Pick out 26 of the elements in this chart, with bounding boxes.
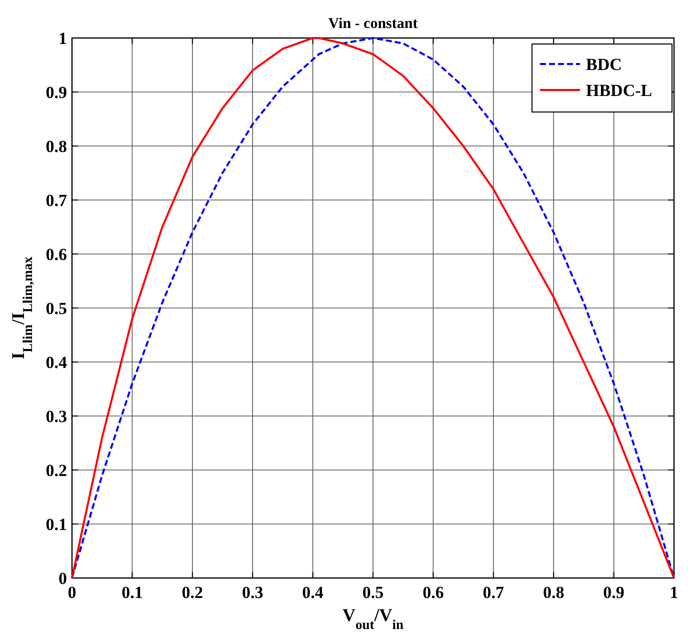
x-tick-label: 1 (670, 583, 678, 602)
x-tick-label: 0.9 (603, 583, 624, 602)
x-tick-label: 0.5 (362, 583, 384, 602)
x-tick-label: 0.7 (482, 583, 505, 602)
y-tick-label: 0.8 (46, 136, 67, 156)
y-tick-label: 0.5 (46, 298, 67, 318)
chart-title: Vin - constant (328, 16, 418, 32)
y-tick-label: 0.3 (46, 406, 67, 426)
x-tick-label: 0.6 (422, 583, 444, 602)
x-tick-label: 0.2 (182, 583, 204, 602)
legend-label: HBDC-L (586, 80, 652, 100)
y-tick-label: 0.4 (46, 352, 68, 372)
y-tick-label: 0.1 (46, 514, 67, 534)
x-axis-title: V$_{out}$/V$_{in}$ (342, 605, 404, 632)
y-tick-label: 1 (58, 28, 67, 48)
x-tick-label: 0.4 (302, 583, 324, 602)
y-tick-label: 0.6 (46, 244, 67, 264)
y-tick-label: 0.2 (46, 460, 67, 480)
y-tick-label: 0 (58, 568, 67, 588)
y-tick-label: 0.9 (46, 82, 67, 102)
line-series (71, 37, 675, 579)
y-tick-label: 0.7 (46, 190, 68, 210)
x-tick-label: 0.8 (542, 583, 564, 602)
x-tick-label: 0.3 (242, 583, 264, 602)
x-tick-label: 0.1 (122, 583, 143, 602)
legend-label: BDC (586, 54, 622, 74)
